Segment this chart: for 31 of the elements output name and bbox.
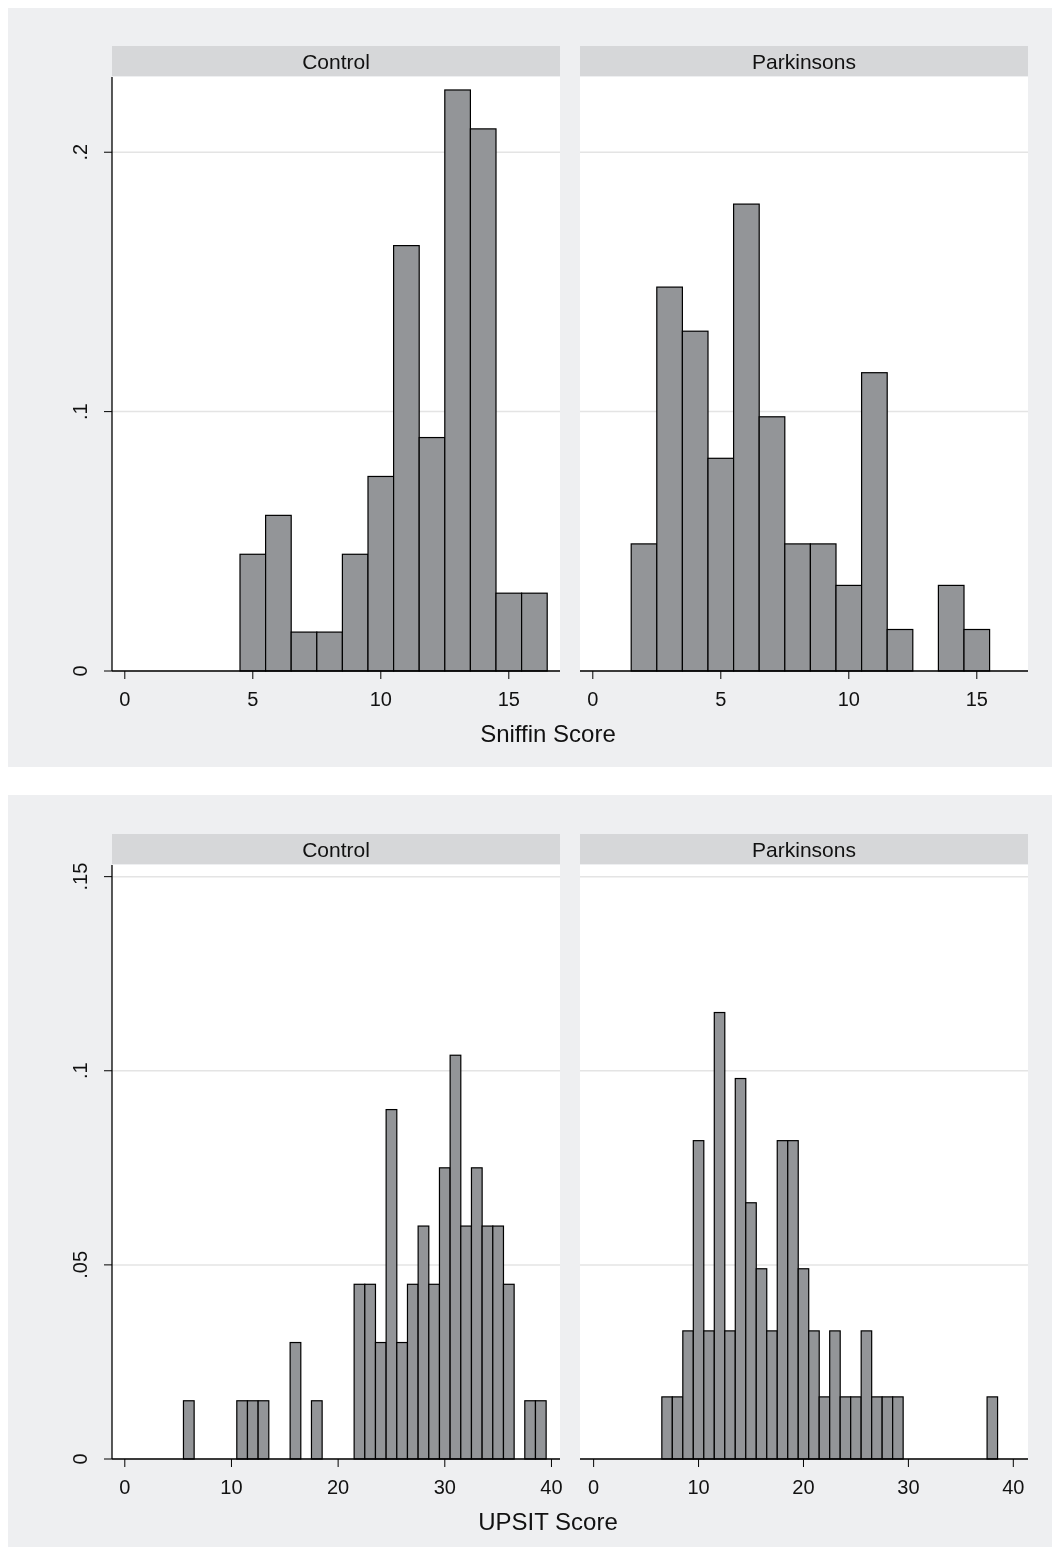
x-tick-label: 0 xyxy=(119,1476,131,1498)
x-tick-label: 10 xyxy=(369,688,392,710)
x-tick-label: 20 xyxy=(327,1476,350,1498)
x-tick-label: 20 xyxy=(792,1476,815,1498)
chart-title: Control xyxy=(302,837,370,861)
y-tick-label: .2 xyxy=(69,143,91,161)
x-tick-label: 30 xyxy=(897,1476,920,1498)
x-tick-label: 10 xyxy=(220,1476,243,1498)
x-tick-label: 5 xyxy=(247,688,259,710)
y-tick-label: .1 xyxy=(69,1062,91,1080)
x-tick-label: 0 xyxy=(119,688,131,710)
x-axis-title: Sniffin Score xyxy=(480,720,616,747)
x-tick-label: 40 xyxy=(1002,1476,1025,1498)
y-tick-label: .05 xyxy=(69,1250,91,1279)
x-tick-label: 10 xyxy=(837,688,860,710)
x-tick-label: 5 xyxy=(715,688,727,710)
x-tick-label: 0 xyxy=(588,1476,600,1498)
x-axis-title: UPSIT Score xyxy=(478,1508,618,1535)
x-tick-label: 15 xyxy=(497,688,520,710)
x-tick-label: 0 xyxy=(587,688,599,710)
y-tick-label: .1 xyxy=(69,403,91,420)
chart-title: Control xyxy=(302,49,370,73)
x-tick-label: 15 xyxy=(965,688,988,710)
chart-title: Parkinsons xyxy=(752,837,856,861)
x-tick-label: 30 xyxy=(433,1476,456,1498)
y-tick-label: 0 xyxy=(69,1453,91,1465)
x-tick-label: 10 xyxy=(687,1476,710,1498)
chart-title: Parkinsons xyxy=(752,49,856,73)
y-tick-label: .15 xyxy=(69,862,91,891)
y-tick-label: 0 xyxy=(69,665,91,677)
x-tick-label: 40 xyxy=(540,1476,563,1498)
